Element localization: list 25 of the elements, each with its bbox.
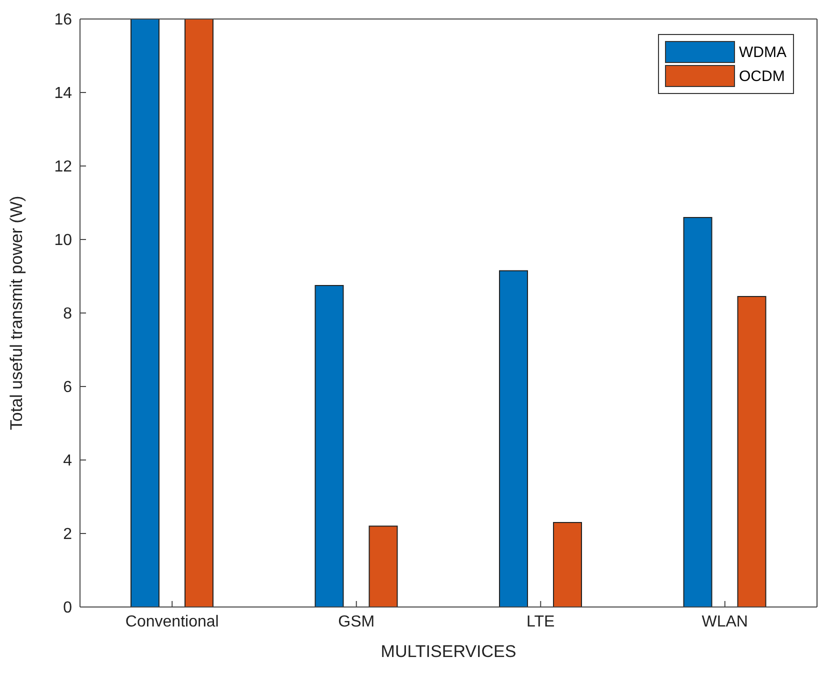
y-axis-title: Total useful transmit power (W): [7, 196, 26, 430]
y-tick-label: 12: [54, 158, 72, 176]
y-tick-label: 10: [54, 232, 72, 250]
y-tick-label: 4: [63, 452, 72, 470]
bar: [737, 296, 766, 607]
y-tick-label: 14: [54, 85, 72, 102]
x-axis-title: MULTISERVICES: [380, 642, 516, 661]
y-tick-label: 0: [63, 600, 72, 617]
x-tick-label: LTE: [526, 613, 555, 630]
bar: [184, 19, 214, 607]
bar: [368, 526, 398, 607]
x-tick-label: GSM: [338, 613, 375, 630]
legend-label: WDMA: [739, 44, 786, 60]
y-tick-label: 2: [63, 526, 72, 544]
y-tick-label: 16: [54, 12, 72, 29]
y-tick-label: 6: [63, 379, 72, 396]
legend-label: OCDM: [739, 68, 785, 84]
bar: [553, 522, 582, 607]
bar: [314, 284, 344, 607]
x-tick-label: WLAN: [702, 613, 748, 630]
bar: [130, 19, 160, 607]
y-tick-label: 8: [63, 306, 72, 323]
x-tick-label: Conventional: [125, 613, 219, 630]
bar: [683, 216, 712, 607]
bar: [499, 270, 528, 607]
